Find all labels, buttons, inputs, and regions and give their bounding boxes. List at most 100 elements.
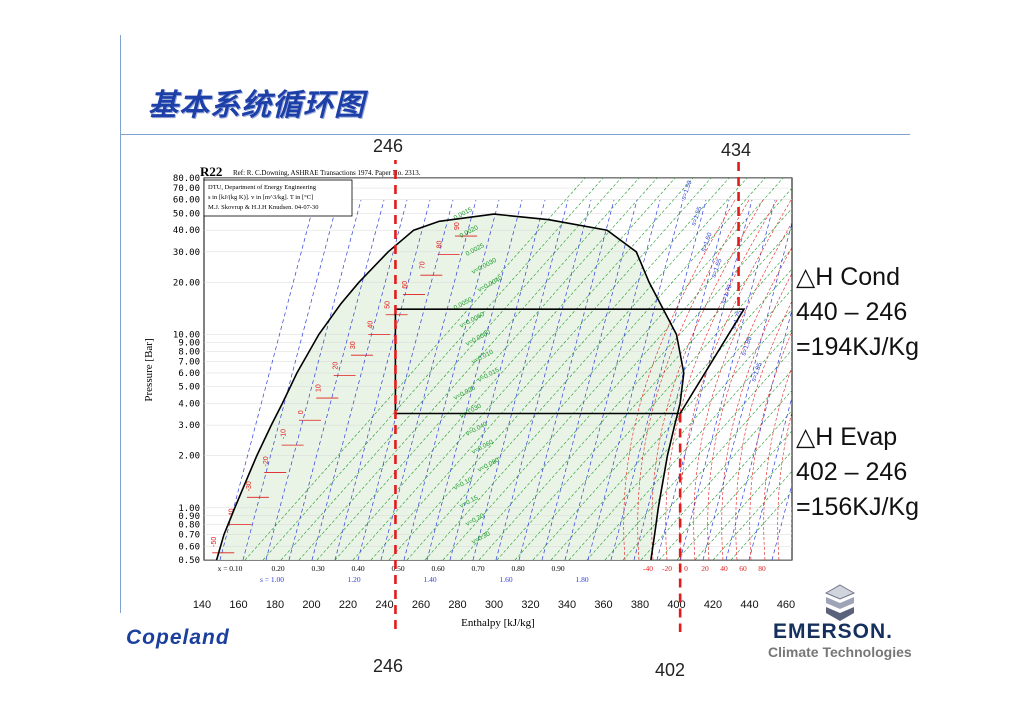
y-tick-label: 3.00 bbox=[178, 421, 200, 431]
isochore-line bbox=[568, 309, 792, 560]
quality-label: 0.80 bbox=[511, 564, 524, 573]
isentrope-line bbox=[564, 199, 661, 560]
isotherm-line bbox=[693, 221, 792, 560]
x-tick-label: 180 bbox=[266, 599, 284, 611]
isochore-line bbox=[550, 288, 792, 560]
x-tick-label: 160 bbox=[229, 599, 247, 611]
y-tick-label: 9.00 bbox=[178, 338, 200, 348]
quality-label: 0.60 bbox=[431, 564, 444, 573]
isotherm-line bbox=[637, 199, 750, 560]
isotherm-label: 80 bbox=[437, 240, 444, 248]
isotherm-label: 50 bbox=[385, 301, 392, 309]
y-tick-label: 2.00 bbox=[178, 452, 200, 462]
quality-label: 0.40 bbox=[351, 564, 364, 573]
entropy-label: 1.20 bbox=[347, 575, 360, 584]
isotherm-line bbox=[763, 366, 792, 560]
x-tick-label: 200 bbox=[302, 599, 320, 611]
isochore-line bbox=[442, 178, 784, 560]
isentrope-line bbox=[426, 199, 523, 560]
isochore-line bbox=[496, 228, 792, 560]
isentrope-line bbox=[633, 199, 730, 560]
isotherm-line bbox=[623, 199, 736, 560]
saturation-curve bbox=[215, 213, 685, 560]
emerson-logo: EMERSON. bbox=[773, 620, 894, 643]
isentrope-line bbox=[403, 199, 500, 560]
isotherm-label: -20 bbox=[263, 456, 270, 466]
x-tick-label: 320 bbox=[521, 599, 539, 611]
title-divider bbox=[120, 134, 910, 135]
isotherm-label: 10 bbox=[315, 384, 322, 392]
x-tick-label: 340 bbox=[558, 599, 576, 611]
y-tick-label: 7.00 bbox=[178, 357, 200, 367]
y-tick-label: 1.00 bbox=[178, 504, 200, 514]
isentrope-line bbox=[518, 199, 615, 560]
isochore-line bbox=[406, 178, 748, 560]
y-tick-label: 40.00 bbox=[173, 226, 200, 236]
x-tick-label: 360 bbox=[594, 599, 612, 611]
isentrope-line bbox=[334, 199, 431, 560]
y-tick-label: 10.00 bbox=[173, 331, 200, 341]
temperature-label: 0 bbox=[684, 564, 688, 573]
temperature-label: 20 bbox=[701, 564, 709, 573]
isochore-line bbox=[640, 389, 792, 560]
quality-label: 0.70 bbox=[471, 564, 484, 573]
y-tick-label: 0.80 bbox=[178, 521, 200, 531]
ph-diagram: -50-40-30-20-1001020304050607080900.0015… bbox=[143, 160, 795, 632]
isochore-line bbox=[514, 248, 792, 560]
isentrope-line bbox=[702, 221, 792, 560]
evap-title: △H Evap bbox=[796, 423, 898, 451]
temperature-label: 60 bbox=[739, 564, 747, 573]
isentrope-line bbox=[541, 199, 638, 560]
enthalpy-mark-top-right: 434 bbox=[720, 140, 752, 160]
two-phase-region bbox=[216, 214, 684, 560]
isotherm-line bbox=[665, 199, 778, 560]
y-tick-label: 0.50 bbox=[178, 556, 200, 566]
x-tick-label: 400 bbox=[667, 599, 685, 611]
isotherm-label: 90 bbox=[454, 222, 461, 230]
y-tick-label: 30.00 bbox=[173, 248, 200, 258]
two-phase-fill bbox=[216, 214, 684, 560]
enthalpy-markers bbox=[394, 160, 740, 632]
isotherm-label: 20 bbox=[333, 362, 340, 370]
isochore-line bbox=[316, 178, 658, 560]
isotherm-line bbox=[721, 272, 792, 560]
slide-title: 基本系统循环图 bbox=[148, 88, 365, 123]
entropy-label: s = 1.00 bbox=[260, 575, 284, 584]
quality-label: 0.50 bbox=[391, 564, 404, 573]
y-tick-label: 80.00 bbox=[173, 174, 200, 184]
isentrope-line bbox=[311, 199, 408, 560]
quality-label: 0.90 bbox=[551, 564, 564, 573]
y-tick-label: 8.00 bbox=[178, 347, 200, 357]
isotherm-label: 60 bbox=[402, 281, 409, 289]
isotherm-label: -50 bbox=[211, 537, 218, 547]
isochore-line bbox=[424, 178, 766, 560]
temperature-label: 80 bbox=[758, 564, 766, 573]
isochore-line bbox=[676, 430, 792, 560]
emerson-tagline: Climate Technologies bbox=[768, 644, 912, 660]
y-tick-label: 0.70 bbox=[178, 531, 200, 541]
info-line-1: DTU, Department of Energy Engineering bbox=[208, 184, 317, 191]
isentrope-line bbox=[288, 199, 385, 560]
quality-label: 0.30 bbox=[311, 564, 324, 573]
entropy-label: 1.60 bbox=[499, 575, 512, 584]
isentrope-line bbox=[357, 199, 454, 560]
isochore-line bbox=[298, 178, 640, 560]
x-tick-label: 260 bbox=[412, 599, 430, 611]
isotherm-label: 0 bbox=[298, 410, 305, 414]
cond-equation: 440 – 246 bbox=[796, 298, 908, 326]
isotherm-line bbox=[707, 246, 792, 560]
saturation-dome bbox=[215, 213, 685, 560]
info-line-3: M.J. Skovrup & H.J.H Knudsen. 04-07-30 bbox=[208, 204, 319, 211]
isochore-line bbox=[370, 178, 712, 560]
x-tick-label: 300 bbox=[485, 599, 503, 611]
cycle-path bbox=[394, 308, 746, 415]
isochore-line bbox=[694, 450, 792, 560]
y-tick-label: 6.00 bbox=[178, 369, 200, 379]
isentrope-line bbox=[265, 199, 362, 560]
x-tick-label: 240 bbox=[375, 599, 393, 611]
enthalpy-mark-top-left: 246 bbox=[372, 136, 404, 156]
isochore-line bbox=[334, 178, 676, 560]
enthalpy-mark-bottom-right: 402 bbox=[654, 660, 686, 680]
y-tick-label: 0.90 bbox=[178, 512, 200, 522]
